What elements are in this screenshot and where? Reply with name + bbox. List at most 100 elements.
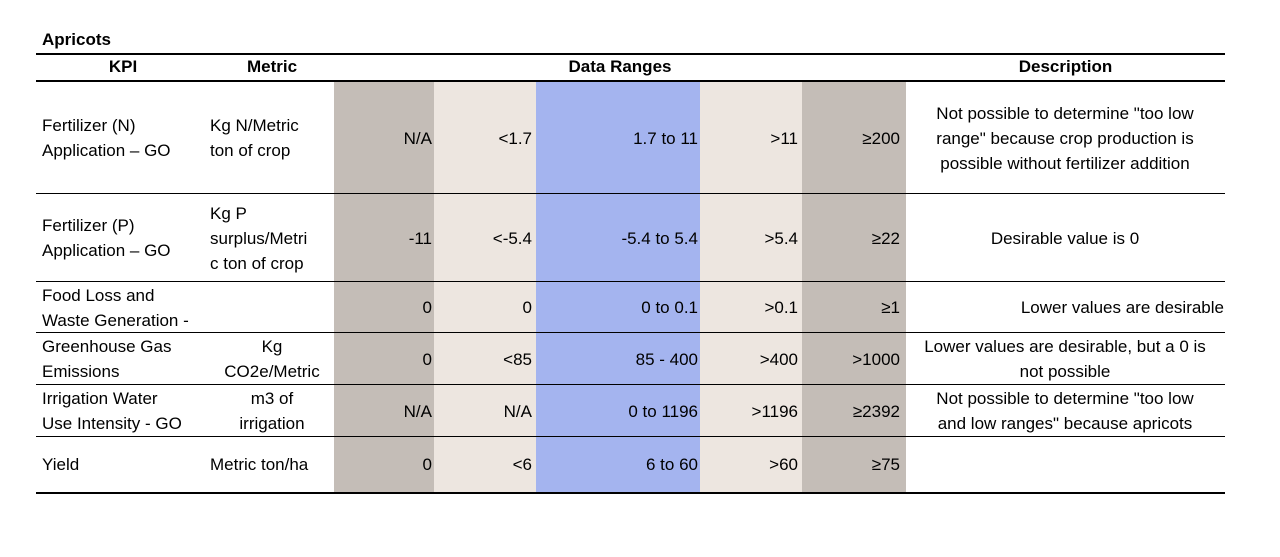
value-outer-low: N/A	[403, 401, 432, 421]
metric-cell-line: m3 of	[250, 389, 294, 408]
metric-cell-line: CO2e/Metric	[224, 362, 320, 381]
metric-cell-line: Kg P	[210, 203, 247, 223]
metric-cell: Kg P surplus/Metri c ton of crop	[210, 194, 334, 282]
value-desirable: 1.7 to 11	[633, 128, 698, 148]
value-high: >60	[769, 455, 798, 474]
description-cell: Desirable value is 0	[906, 194, 1224, 282]
range-column-desirable	[536, 82, 700, 493]
value-desirable: 0 to 0.1	[641, 298, 698, 317]
kpi-cell-line: Fertilizer (P)	[42, 216, 135, 235]
value-outer-low: 0	[422, 298, 432, 317]
table-row: Food Loss and Waste Generation - 0 0 0 to 0.…	[36, 282, 1225, 333]
metric-cell-line: Kg	[261, 337, 283, 356]
kpi-cell-line: Application – GO	[42, 241, 171, 260]
kpi-cell-line: Greenhouse Gas	[42, 337, 172, 356]
range-column-outer-high	[802, 82, 906, 493]
kpi-cell: Irrigation Water Use Intensity - GO	[42, 385, 210, 437]
value-outer-high: ≥1	[881, 298, 900, 317]
kpi-cell: Yield	[42, 437, 210, 492]
kpi-cell-line: Fertilizer (N)	[42, 116, 136, 135]
description-cell-line: Lower values are desirable, but a 0 is	[924, 337, 1206, 356]
header-data-ranges: Data Ranges	[568, 57, 672, 76]
kpi-cell: Greenhouse Gas Emissions	[42, 333, 210, 385]
description-cell: Not possible to determine "too low range"…	[906, 82, 1224, 194]
description-cell: Lower values are desirable, but a 0 is no…	[906, 333, 1224, 385]
description-cell-line: Lower values are desirable	[1020, 298, 1224, 317]
value-outer-high: ≥2392	[852, 401, 900, 421]
value-desirable: 6 to 60	[646, 455, 698, 474]
value-desirable: 85 - 400	[635, 349, 698, 369]
value-desirable: 0 to 1196	[628, 401, 698, 421]
metric-cell: Metric ton/ha	[210, 437, 334, 492]
description-cell: Not possible to determine "too low and lo…	[906, 385, 1224, 437]
table-row: Yield Metric ton/ha 0 <6 6 to 60 >60 ≥75	[36, 437, 1225, 492]
metric-cell: Kg N/Metric ton of crop	[210, 82, 334, 194]
metric-cell	[210, 282, 334, 333]
bottom-rule	[36, 492, 1225, 494]
metric-cell-line: ton of crop	[210, 141, 291, 160]
value-high: >0.1	[764, 298, 798, 317]
kpi-cell: Fertilizer (N) Application – GO	[42, 82, 210, 194]
value-high: >5.4	[764, 228, 798, 248]
metric-cell-line: irrigation	[239, 414, 305, 433]
value-low: <6	[512, 455, 532, 474]
header-description: Description	[1018, 57, 1113, 76]
description-cell	[906, 437, 1224, 492]
description-cell-line: Desirable value is 0	[990, 228, 1140, 248]
value-desirable: -5.4 to 5.4	[621, 228, 698, 248]
description-cell-line: Not possible to determine "too low	[936, 389, 1194, 408]
range-column-outer-low	[334, 82, 434, 493]
value-high: >400	[759, 349, 798, 369]
description-cell-line: and low ranges" because apricots	[937, 414, 1193, 433]
table-row: Fertilizer (P) Application – GO Kg P surplu…	[36, 194, 1225, 282]
table-row: Irrigation Water Use Intensity - GO m3 of i…	[36, 385, 1225, 437]
kpi-cell-line: Irrigation Water	[42, 389, 158, 408]
value-low: <-5.4	[492, 228, 532, 248]
metric-cell-line: c ton of crop	[210, 253, 304, 273]
value-outer-high: >1000	[852, 349, 900, 369]
row-divider	[36, 436, 1225, 437]
description-cell-line: Not possible to determine "too low	[936, 103, 1194, 123]
description-cell: Lower values are desirable	[906, 282, 1224, 333]
kpi-cell: Fertilizer (P) Application – GO	[42, 194, 210, 282]
metric-cell: Kg CO2e/Metric	[210, 333, 334, 385]
row-divider	[36, 193, 1225, 194]
value-outer-high: ≥75	[871, 455, 900, 474]
value-outer-high: ≥22	[871, 228, 900, 248]
value-outer-high: ≥200	[862, 128, 900, 148]
metric-cell-line: surplus/Metri	[210, 228, 308, 248]
value-outer-low: 0	[422, 349, 432, 369]
value-outer-low: N/A	[403, 128, 432, 148]
value-low: <1.7	[498, 128, 532, 148]
value-high: >11	[770, 128, 798, 148]
description-cell-line: possible without fertilizer addition	[940, 153, 1190, 173]
value-outer-low: 0	[422, 455, 432, 474]
header-rule	[36, 80, 1225, 82]
metric-cell-line: Kg N/Metric	[210, 116, 299, 135]
value-low: 0	[522, 298, 532, 317]
kpi-cell-line: Use Intensity - GO	[42, 414, 182, 433]
value-high: >1196	[751, 401, 798, 421]
kpi-cell-line: Waste Generation -	[42, 310, 189, 330]
table-row: Greenhouse Gas Emissions Kg CO2e/Metric 0 <85…	[36, 333, 1225, 385]
table-title: Apricots	[42, 30, 111, 49]
kpi-cell-line: Emissions	[42, 362, 120, 381]
range-column-low	[434, 82, 536, 493]
value-outer-low: -11	[408, 228, 432, 248]
row-divider	[36, 281, 1225, 282]
row-divider	[36, 384, 1225, 385]
kpi-cell: Food Loss and Waste Generation -	[42, 282, 210, 333]
header-kpi: KPI	[108, 57, 138, 76]
row-divider	[36, 332, 1225, 333]
range-column-high	[700, 82, 802, 493]
description-cell-line: range" because crop production is	[936, 128, 1194, 148]
description-cell-line: not possible	[1019, 362, 1111, 381]
top-rule	[36, 53, 1225, 55]
metric-cell-line: Metric ton/ha	[210, 455, 309, 474]
value-low: <85	[503, 349, 532, 369]
metric-cell: m3 of irrigation	[210, 385, 334, 437]
header-metric: Metric	[246, 57, 298, 76]
kpi-cell-line: Application – GO	[42, 141, 171, 160]
table-row: Fertilizer (N) Application – GO Kg N/Metri…	[36, 82, 1225, 194]
